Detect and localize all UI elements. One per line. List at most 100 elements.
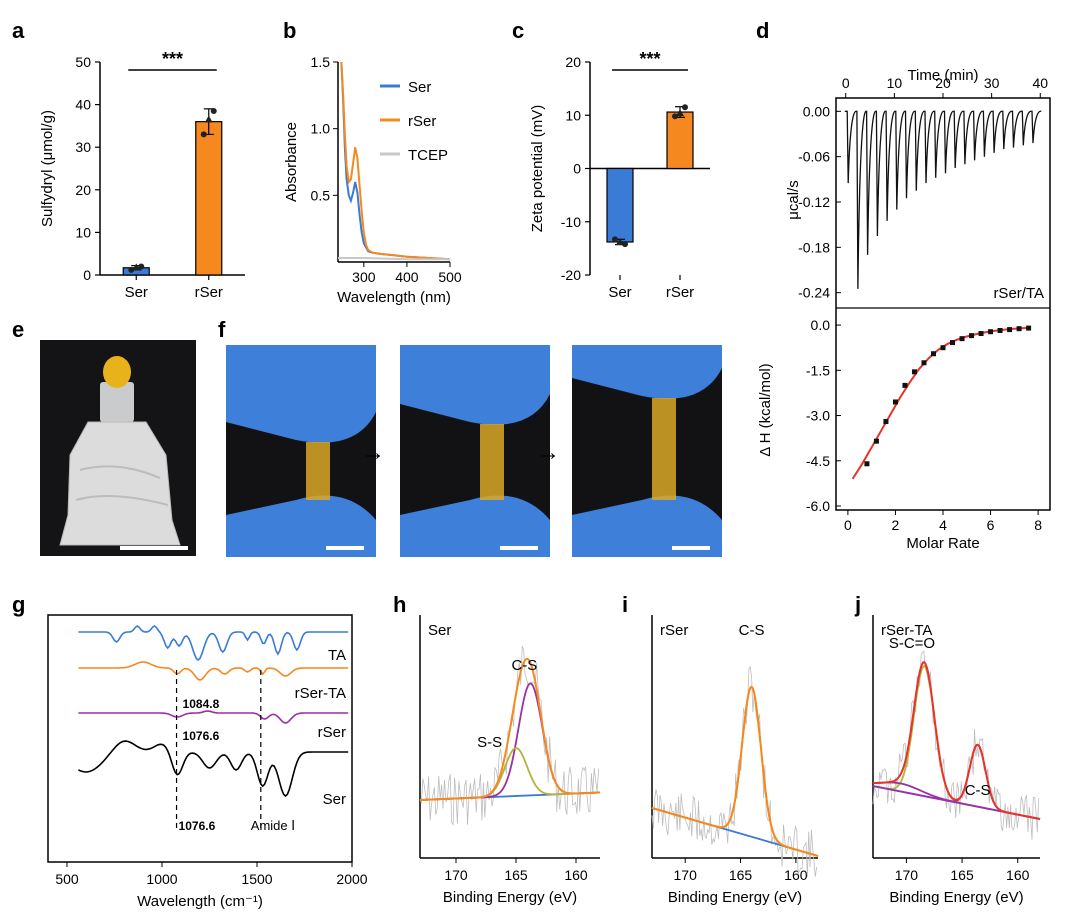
bar-Ser bbox=[606, 167, 634, 243]
x-tick-label: 300 bbox=[352, 269, 376, 285]
hydrogel-strands bbox=[480, 424, 504, 500]
peak-label-0: C-S bbox=[739, 622, 765, 639]
top-y-axis-label: μcal/s bbox=[785, 180, 802, 220]
panel-a-chart: 0 10 20 30 40 50 Ser rSer *** Sulfydryl (μmol/g) bbox=[39, 49, 245, 301]
panel-letter-h: h bbox=[393, 592, 406, 617]
x-tick-label: 160 bbox=[1006, 867, 1030, 883]
y-tick-label: 0 bbox=[573, 161, 581, 177]
series-TCEP bbox=[338, 257, 450, 261]
x-tick-label: 170 bbox=[895, 867, 919, 883]
stretch-photo-2 bbox=[400, 345, 550, 557]
data-point bbox=[873, 438, 879, 444]
panel-f-photos: → → bbox=[226, 345, 722, 557]
data-point bbox=[1026, 325, 1032, 331]
panel-h-chart: 170 165 160 Binding Energy (eV) Ser C-S S-S bbox=[419, 615, 601, 906]
top-y-tick-label: -0.18 bbox=[798, 239, 830, 255]
y-tick-label: 0.5 bbox=[311, 187, 331, 203]
y-axis-label: Sulfydryl (μmol/g) bbox=[39, 110, 56, 227]
x-axis-label: Binding Energy (eV) bbox=[668, 889, 802, 906]
panel-letter-d: d bbox=[756, 18, 769, 43]
y-tick-label: 30 bbox=[75, 139, 91, 155]
envelope-fit bbox=[420, 657, 600, 801]
plot-frame bbox=[47, 614, 353, 863]
panel-letter-b: b bbox=[283, 18, 296, 43]
y-tick-label: 20 bbox=[565, 54, 581, 70]
data-point bbox=[902, 382, 908, 388]
panel-letter-c: c bbox=[512, 18, 524, 43]
data-point bbox=[616, 237, 624, 245]
top-x-tick-label: 0 bbox=[842, 75, 850, 91]
y-tick-label: 10 bbox=[75, 224, 91, 240]
data-point bbox=[128, 266, 135, 273]
component-peak-0 bbox=[420, 682, 600, 801]
y-tick-label: 40 bbox=[75, 97, 91, 113]
y-tick-label: 0 bbox=[83, 267, 91, 283]
arrow-1: → bbox=[361, 439, 385, 466]
top-y-tick-label: -0.24 bbox=[798, 285, 830, 301]
heat-trace bbox=[844, 110, 1042, 289]
y-tick-label: 1.5 bbox=[311, 54, 331, 70]
x-tick-label: Ser bbox=[608, 284, 631, 301]
y-tick-label: 1.0 bbox=[311, 121, 331, 137]
fit-curve bbox=[851, 326, 1029, 480]
spectrum-TA bbox=[78, 625, 349, 662]
peak-label-1: C-S bbox=[965, 782, 991, 799]
sample-label: Ser bbox=[428, 622, 451, 639]
panel-b-chart: 0.5 1.0 1.5 300 400 500 Ser rSer TCEP Wavelength … bbox=[283, 54, 462, 306]
y-axis-label: Absorbance bbox=[283, 122, 300, 202]
data-point bbox=[622, 241, 628, 248]
bottom-y-axis-label: Δ H (kcal/mol) bbox=[757, 363, 774, 456]
bottom-x-tick-label: 2 bbox=[892, 517, 900, 533]
component-peak-1 bbox=[420, 747, 600, 801]
data-point bbox=[950, 340, 956, 346]
data-point bbox=[676, 109, 684, 117]
hydrogel-strands bbox=[306, 442, 330, 500]
x-tick-label: Ser bbox=[125, 284, 148, 301]
bottom-x-tick-label: 8 bbox=[1034, 517, 1042, 533]
data-point bbox=[940, 345, 946, 351]
bottom-x-axis-label: Molar Rate bbox=[906, 535, 979, 552]
x-axis-label: Wavelength (cm⁻¹) bbox=[137, 893, 263, 910]
glove-top bbox=[226, 345, 376, 443]
panel-letter-a: a bbox=[12, 18, 25, 43]
annotation-amide: Amide Ⅰ bbox=[251, 818, 295, 833]
bar-rSer bbox=[666, 111, 694, 170]
sample-label: rSer bbox=[660, 622, 688, 639]
series-label-Ser: Ser bbox=[323, 791, 346, 808]
series-label-TA: TA bbox=[328, 647, 346, 664]
bottom-y-tick-label: -3.0 bbox=[806, 408, 830, 424]
raw-spectrum bbox=[651, 665, 818, 878]
x-tick-label: 170 bbox=[674, 867, 698, 883]
data-point bbox=[138, 263, 145, 270]
data-point bbox=[978, 331, 984, 337]
bottom-x-tick-label: 6 bbox=[987, 517, 995, 533]
x-axis-label: Wavelength (nm) bbox=[337, 289, 451, 306]
annotation-1076-ser: 1076.6 bbox=[179, 819, 216, 833]
panel-letter-j: j bbox=[854, 592, 861, 617]
spectrum-rSer bbox=[78, 710, 349, 724]
x-tick-label: 170 bbox=[444, 867, 468, 883]
x-tick-label: 165 bbox=[950, 867, 974, 883]
peak-label-0: C-S bbox=[511, 657, 537, 674]
data-point bbox=[1007, 327, 1013, 333]
plot-frame bbox=[835, 97, 1051, 511]
annotation-1084: 1084.8 bbox=[183, 697, 220, 711]
top-y-tick-label: -0.12 bbox=[798, 194, 830, 210]
panel-letter-f: f bbox=[218, 317, 226, 342]
data-point bbox=[930, 351, 936, 357]
hydrogel-blob bbox=[103, 356, 131, 388]
x-tick-label: 165 bbox=[504, 867, 528, 883]
data-point bbox=[997, 328, 1003, 334]
panel-letters: a b c d e f g h i j bbox=[12, 18, 861, 617]
glove-top bbox=[400, 345, 550, 425]
legend-label-Ser: Ser bbox=[408, 79, 431, 96]
significance-label: *** bbox=[639, 49, 660, 69]
sample-label: rSer-TA bbox=[881, 622, 932, 639]
x-tick-label: 1500 bbox=[241, 871, 272, 887]
y-tick-label: -20 bbox=[561, 267, 581, 283]
bottom-y-tick-label: 0.0 bbox=[811, 317, 831, 333]
tube-body bbox=[59, 421, 181, 546]
glove-bottom bbox=[226, 495, 376, 557]
legend-label-rSer: rSer bbox=[408, 113, 436, 130]
data-point bbox=[969, 333, 975, 339]
